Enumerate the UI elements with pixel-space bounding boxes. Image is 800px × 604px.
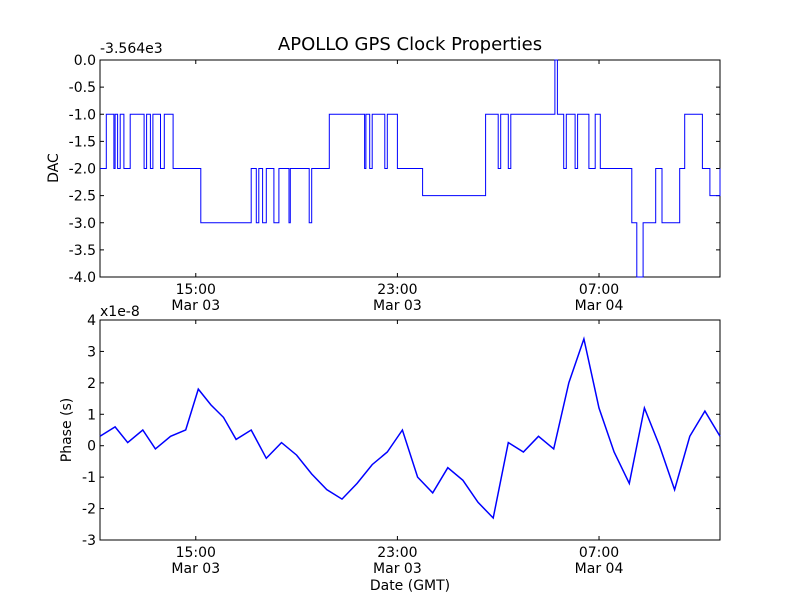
dac-y-tick-label: -2.5 xyxy=(69,189,96,205)
dac-y-tick-label: -1.5 xyxy=(69,134,96,150)
phase-y-tick-label: -2 xyxy=(82,502,96,518)
phase-y-tick-label: 4 xyxy=(87,313,96,329)
dac-y-tick-label: -3.0 xyxy=(69,216,96,232)
dac-series xyxy=(100,59,721,278)
phase-y-tick-label: 0 xyxy=(87,439,96,455)
phase-x-tick-date: Mar 03 xyxy=(373,561,422,577)
phase-x-tick-date: Mar 04 xyxy=(575,561,624,577)
phase-x-axis-label: Date (GMT) xyxy=(370,578,450,594)
dac-y-tick-label: -3.5 xyxy=(69,243,96,259)
dac-y-tick-label: -4.0 xyxy=(69,270,96,286)
dac-x-tick-date: Mar 03 xyxy=(373,298,422,314)
phase-plot-frame xyxy=(99,319,721,541)
dac-series-line xyxy=(100,59,721,278)
dac-y-tick-label: 0.0 xyxy=(74,53,96,69)
phase-x-tick-time: 23:00 xyxy=(377,545,417,561)
phase-plot: x1e-8 Phase (s) Date (GMT) 4 3 2 1 0 -1 -2 -3 1… xyxy=(59,304,721,594)
phase-x-tick-time: 07:00 xyxy=(579,545,619,561)
dac-x-tick-date: Mar 04 xyxy=(575,298,624,314)
dac-plot: -3.564e3 DAC 0.0 -0.5 -1.0 -1.5 -2.0 -2.5 -3.0… xyxy=(46,41,721,314)
chart-title: APOLLO GPS Clock Properties xyxy=(278,34,542,55)
phase-y-tick-label: 1 xyxy=(87,407,96,423)
dac-y-tick-label: -1.0 xyxy=(69,107,96,123)
dac-offset-label: -3.564e3 xyxy=(100,41,163,57)
dac-x-tick-time: 15:00 xyxy=(176,282,216,298)
phase-y-tick-label: 2 xyxy=(87,376,96,392)
phase-y-tick-label: -3 xyxy=(82,533,96,549)
phase-y-tick-label: 3 xyxy=(87,344,96,360)
phase-y-tick-label: -1 xyxy=(82,470,96,486)
phase-x-tick-date: Mar 03 xyxy=(171,561,220,577)
dac-y-axis-label: DAC xyxy=(46,153,62,183)
dac-y-tick-label: -0.5 xyxy=(69,80,96,96)
dac-x-tick-time: 07:00 xyxy=(579,282,619,298)
phase-y-axis-label: Phase (s) xyxy=(59,398,75,462)
phase-offset-label: x1e-8 xyxy=(100,304,140,320)
phase-series-line xyxy=(99,336,721,520)
phase-series xyxy=(99,336,721,520)
dac-x-tick-date: Mar 03 xyxy=(171,298,220,314)
phase-y-ticks: 4 3 2 1 0 -1 -2 -3 xyxy=(82,313,720,549)
phase-x-tick-time: 15:00 xyxy=(176,545,216,561)
dac-x-tick-time: 23:00 xyxy=(377,282,417,298)
dac-y-tick-label: -2.0 xyxy=(69,162,96,178)
